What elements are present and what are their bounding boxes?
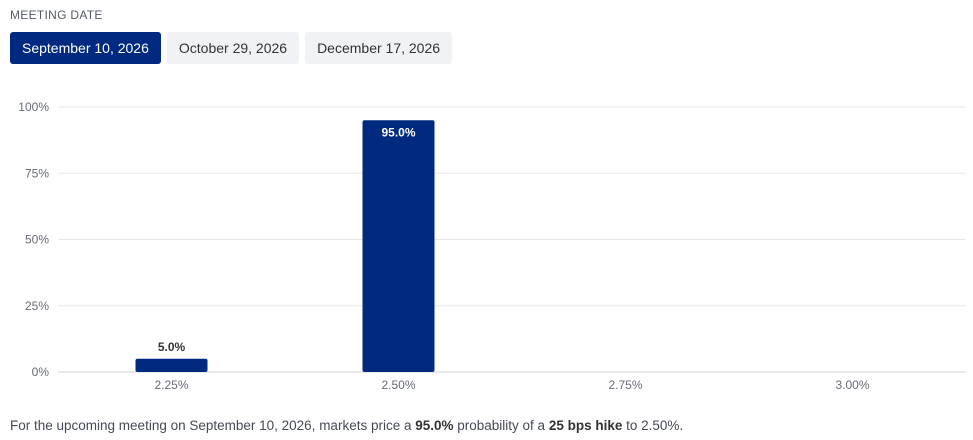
- probability-bar-chart: 0% 25% 50% 75% 100% 5.0% 95.0% 2.25% 2.50% 2.75…: [0, 90, 973, 400]
- x-tick-label: 2.75%: [608, 378, 642, 392]
- x-tick-label: 2.50%: [381, 378, 415, 392]
- tab-september-10-2026[interactable]: September 10, 2026: [10, 32, 161, 64]
- y-tick-label: 75%: [25, 166, 49, 180]
- meeting-date-tabs: September 10, 2026 October 29, 2026 Dece…: [10, 32, 452, 64]
- x-tick-label: 2.25%: [154, 378, 188, 392]
- bar-value-label: 5.0%: [158, 340, 186, 354]
- tab-october-29-2026[interactable]: October 29, 2026: [167, 32, 299, 64]
- bar-2.50%: [363, 120, 435, 372]
- bars: 5.0% 95.0%: [136, 120, 435, 372]
- y-tick-label: 25%: [25, 299, 49, 313]
- summary-probability: 95.0%: [415, 418, 453, 433]
- bar-value-label: 95.0%: [381, 125, 415, 139]
- y-axis-ticks: 0% 25% 50% 75% 100%: [18, 100, 49, 379]
- summary-suffix: to 2.50%.: [622, 418, 683, 433]
- summary-text: For the upcoming meeting on September 10…: [10, 418, 683, 433]
- x-axis-ticks: 2.25% 2.50% 2.75% 3.00%: [154, 378, 869, 392]
- y-tick-label: 50%: [25, 233, 49, 247]
- tab-december-17-2026[interactable]: December 17, 2026: [305, 32, 452, 64]
- y-tick-label: 0%: [32, 365, 50, 379]
- summary-middle: probability of a: [454, 418, 549, 433]
- summary-prefix: For the upcoming meeting on September 10…: [10, 418, 415, 433]
- bar-2.25%: [136, 359, 208, 372]
- meeting-date-label: MEETING DATE: [10, 8, 103, 22]
- grid-lines: [58, 107, 966, 372]
- y-tick-label: 100%: [18, 100, 49, 114]
- summary-move: 25 bps hike: [549, 418, 623, 433]
- x-tick-label: 3.00%: [835, 378, 869, 392]
